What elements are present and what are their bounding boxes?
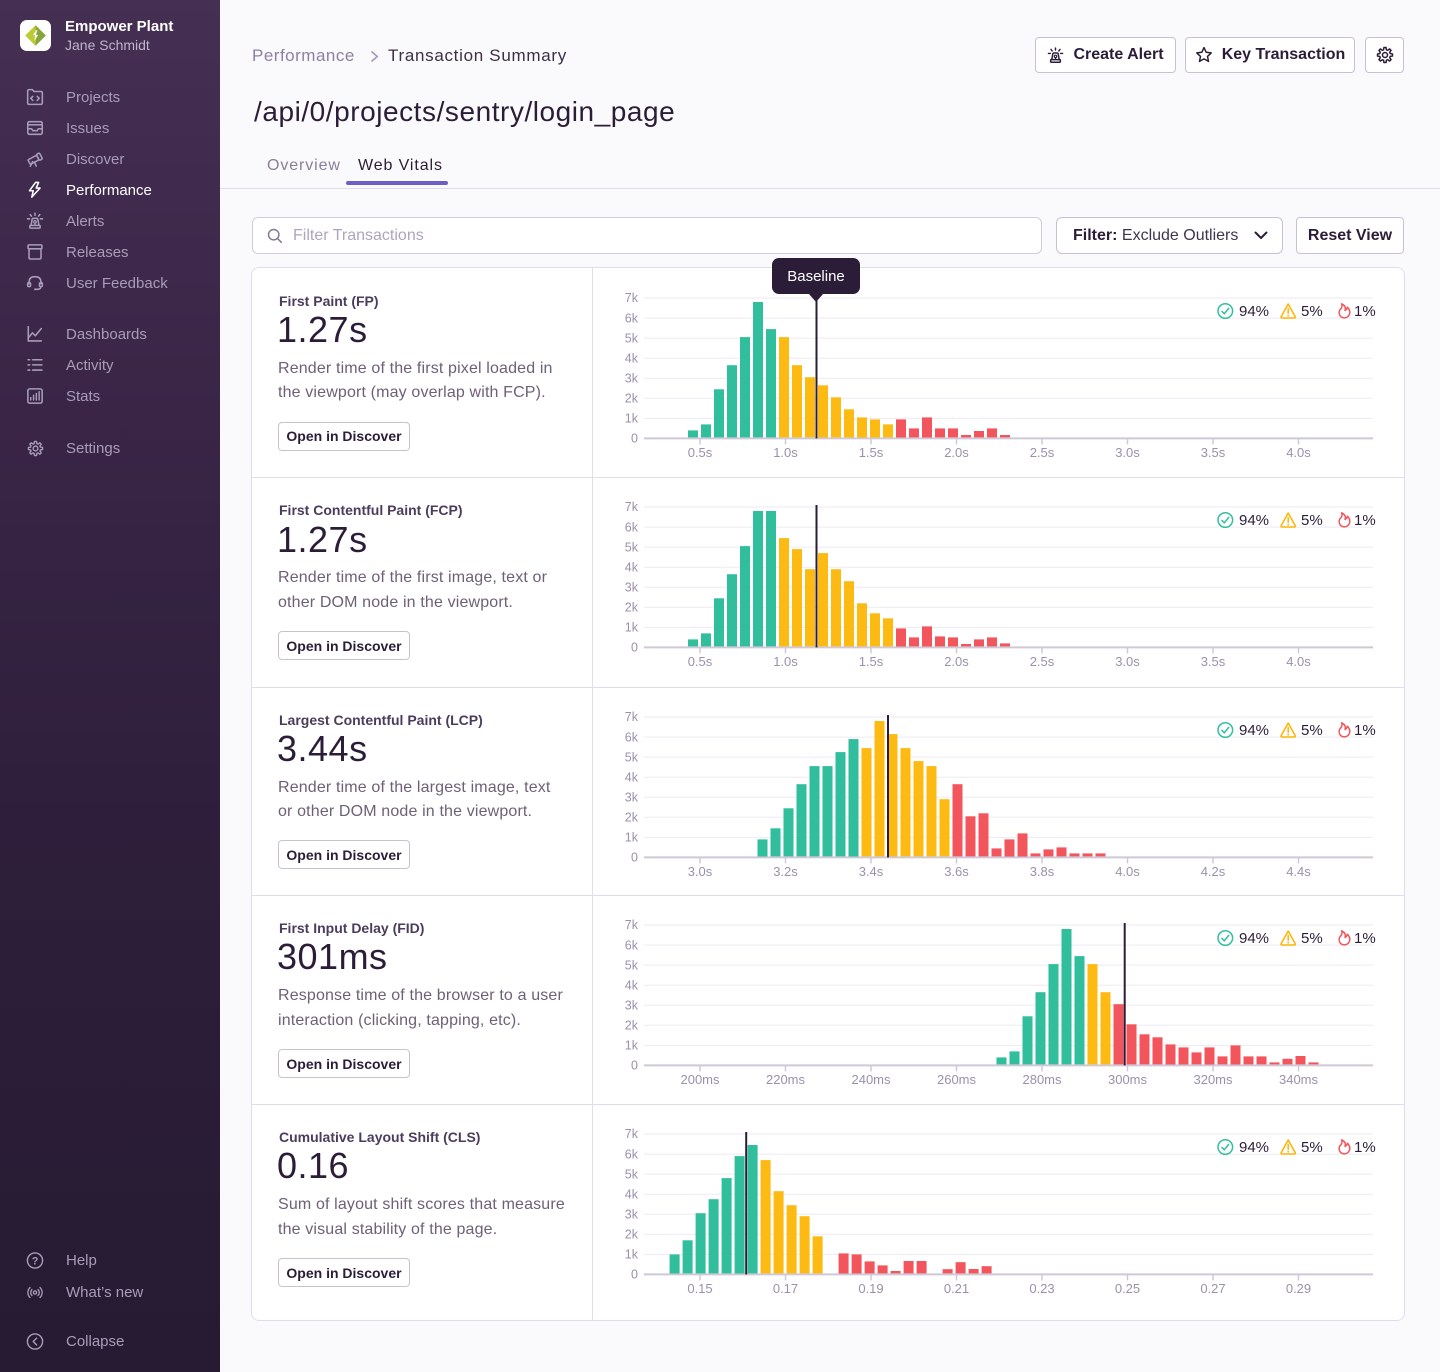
svg-text:5%: 5%: [1301, 722, 1323, 739]
svg-text:5%: 5%: [1301, 1139, 1323, 1156]
svg-text:2.5s: 2.5s: [1030, 445, 1055, 460]
svg-text:0.5s: 0.5s: [688, 445, 713, 460]
svg-text:94%: 94%: [1239, 722, 1269, 739]
svg-text:5k: 5k: [625, 331, 639, 345]
svg-text:3.0s: 3.0s: [1115, 445, 1140, 460]
svg-text:5%: 5%: [1301, 303, 1323, 320]
svg-text:1k: 1k: [625, 830, 639, 844]
svg-text:1%: 1%: [1354, 1139, 1376, 1156]
svg-text:0: 0: [631, 1059, 638, 1073]
svg-text:4k: 4k: [625, 770, 639, 784]
svg-text:1k: 1k: [625, 621, 639, 635]
svg-text:200ms: 200ms: [680, 1072, 720, 1087]
svg-text:0.17: 0.17: [773, 1281, 798, 1296]
svg-text:0.21: 0.21: [944, 1281, 969, 1296]
svg-text:3.0s: 3.0s: [1115, 654, 1140, 669]
svg-text:1%: 1%: [1354, 303, 1376, 320]
svg-text:300ms: 300ms: [1108, 1072, 1148, 1087]
svg-text:6k: 6k: [625, 521, 639, 535]
svg-text:1.5s: 1.5s: [859, 445, 884, 460]
svg-text:320ms: 320ms: [1193, 1072, 1233, 1087]
svg-text:94%: 94%: [1239, 512, 1269, 529]
svg-text:6k: 6k: [625, 938, 639, 952]
svg-text:220ms: 220ms: [766, 1072, 806, 1087]
svg-text:4k: 4k: [625, 351, 639, 365]
svg-text:0.23: 0.23: [1029, 1281, 1054, 1296]
svg-text:3k: 3k: [625, 1208, 639, 1222]
svg-text:?: ?: [32, 1255, 39, 1267]
svg-text:7k: 7k: [625, 500, 639, 514]
svg-text:4k: 4k: [625, 561, 639, 575]
svg-text:2k: 2k: [625, 810, 639, 824]
svg-text:0.5s: 0.5s: [688, 654, 713, 669]
svg-text:4.0s: 4.0s: [1286, 654, 1311, 669]
svg-text:2k: 2k: [625, 392, 639, 406]
svg-text:1k: 1k: [625, 412, 639, 426]
svg-text:0.15: 0.15: [687, 1281, 712, 1296]
svg-text:94%: 94%: [1239, 303, 1269, 320]
svg-text:2.0s: 2.0s: [944, 445, 969, 460]
svg-text:4.0s: 4.0s: [1115, 863, 1140, 878]
svg-text:1.5s: 1.5s: [859, 654, 884, 669]
svg-text:1k: 1k: [625, 1039, 639, 1053]
svg-text:6k: 6k: [625, 1147, 639, 1161]
svg-text:1%: 1%: [1354, 930, 1376, 947]
svg-text:7k: 7k: [625, 710, 639, 724]
svg-text:3k: 3k: [625, 790, 639, 804]
svg-text:340ms: 340ms: [1279, 1072, 1319, 1087]
svg-text:0: 0: [631, 1268, 638, 1282]
svg-text:4.0s: 4.0s: [1286, 445, 1311, 460]
svg-text:3.6s: 3.6s: [944, 863, 969, 878]
svg-text:0: 0: [631, 432, 638, 446]
svg-text:7k: 7k: [625, 918, 639, 932]
svg-text:4.4s: 4.4s: [1286, 863, 1311, 878]
svg-text:5k: 5k: [625, 541, 639, 555]
svg-text:3k: 3k: [625, 581, 639, 595]
svg-text:6k: 6k: [625, 311, 639, 325]
svg-text:3k: 3k: [625, 999, 639, 1013]
svg-text:0.29: 0.29: [1286, 1281, 1311, 1296]
svg-text:0: 0: [631, 850, 638, 864]
svg-text:5%: 5%: [1301, 512, 1323, 529]
svg-text:5k: 5k: [625, 1167, 639, 1181]
svg-text:3k: 3k: [625, 371, 639, 385]
svg-text:94%: 94%: [1239, 930, 1269, 947]
svg-text:3.8s: 3.8s: [1030, 863, 1055, 878]
svg-text:260ms: 260ms: [937, 1072, 977, 1087]
svg-text:1.0s: 1.0s: [773, 654, 798, 669]
svg-text:4k: 4k: [625, 979, 639, 993]
svg-text:4k: 4k: [625, 1188, 639, 1202]
svg-text:1.0s: 1.0s: [773, 445, 798, 460]
svg-text:0.19: 0.19: [858, 1281, 883, 1296]
svg-text:1k: 1k: [625, 1248, 639, 1262]
svg-text:1%: 1%: [1354, 512, 1376, 529]
svg-text:3.0s: 3.0s: [688, 863, 713, 878]
svg-text:3.5s: 3.5s: [1201, 445, 1226, 460]
svg-text:2k: 2k: [625, 1228, 639, 1242]
svg-text:3.4s: 3.4s: [859, 863, 884, 878]
svg-text:0.25: 0.25: [1115, 1281, 1140, 1296]
svg-text:6k: 6k: [625, 730, 639, 744]
svg-text:0: 0: [631, 641, 638, 655]
svg-text:7k: 7k: [625, 291, 639, 305]
svg-text:2.5s: 2.5s: [1030, 654, 1055, 669]
svg-text:5k: 5k: [625, 750, 639, 764]
svg-text:1%: 1%: [1354, 722, 1376, 739]
svg-text:3.2s: 3.2s: [773, 863, 798, 878]
svg-text:0.27: 0.27: [1200, 1281, 1225, 1296]
svg-text:240ms: 240ms: [851, 1072, 891, 1087]
svg-text:4.2s: 4.2s: [1201, 863, 1226, 878]
svg-text:280ms: 280ms: [1022, 1072, 1062, 1087]
svg-text:7k: 7k: [625, 1127, 639, 1141]
svg-text:3.5s: 3.5s: [1201, 654, 1226, 669]
svg-text:94%: 94%: [1239, 1139, 1269, 1156]
svg-text:2k: 2k: [625, 1019, 639, 1033]
svg-text:5%: 5%: [1301, 930, 1323, 947]
svg-text:2.0s: 2.0s: [944, 654, 969, 669]
svg-text:2k: 2k: [625, 601, 639, 615]
svg-text:5k: 5k: [625, 958, 639, 972]
